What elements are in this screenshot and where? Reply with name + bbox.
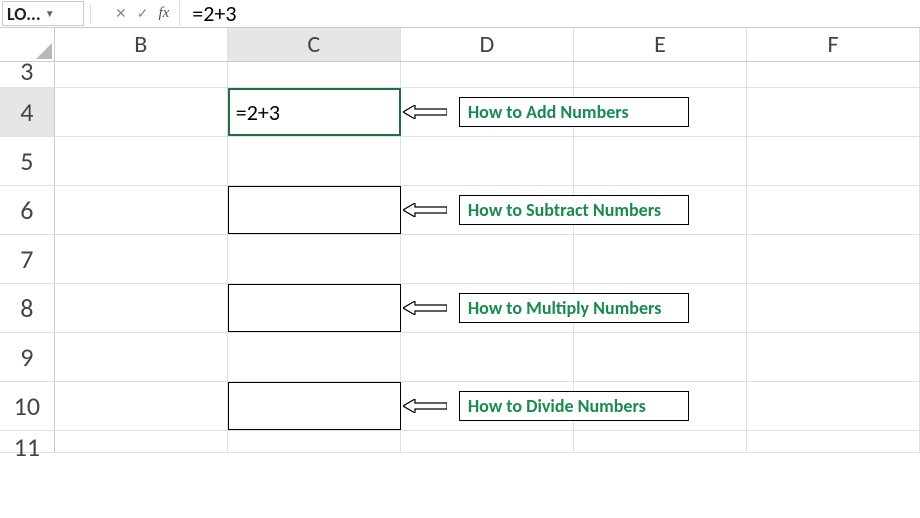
- cell-F8[interactable]: [747, 284, 920, 332]
- cell-D6[interactable]: How to Subtract Numbers: [401, 186, 574, 234]
- cell-E4[interactable]: [574, 88, 747, 136]
- cell-B9[interactable]: [55, 333, 228, 381]
- cell-D9[interactable]: [401, 333, 574, 381]
- row-3: 3: [0, 62, 920, 88]
- row-8: 8 How to Multiply Numbers: [0, 284, 920, 333]
- cell-E3[interactable]: [574, 62, 747, 87]
- row-header-4[interactable]: 4: [0, 88, 55, 136]
- cell-D5[interactable]: [401, 137, 574, 185]
- cell-C8[interactable]: [228, 284, 401, 332]
- cell-C5[interactable]: [228, 137, 401, 185]
- col-header-E[interactable]: E: [574, 28, 747, 61]
- col-header-D[interactable]: D: [401, 28, 574, 61]
- formula-bar[interactable]: =2+3: [179, 1, 920, 26]
- cell-C4-value: =2+3: [236, 99, 280, 126]
- cell-B11[interactable]: [55, 431, 228, 452]
- cell-D8[interactable]: How to Multiply Numbers: [401, 284, 574, 332]
- enter-icon[interactable]: ✓: [137, 5, 149, 22]
- row-header-7[interactable]: 7: [0, 235, 55, 283]
- row-header-5[interactable]: 5: [0, 137, 55, 185]
- arrow-left-icon: [403, 105, 447, 119]
- rows-container: 3 4 =2+3 How to Add Numbers 5: [0, 62, 920, 453]
- cell-D3[interactable]: [401, 62, 574, 87]
- row-4: 4 =2+3 How to Add Numbers: [0, 88, 920, 137]
- cell-E9[interactable]: [574, 333, 747, 381]
- arrow-left-icon: [403, 203, 447, 217]
- row-11: 11: [0, 431, 920, 453]
- cell-B3[interactable]: [55, 62, 228, 87]
- arrow-left-icon: [403, 399, 447, 413]
- cell-D7[interactable]: [401, 235, 574, 283]
- name-box-text: LO...: [7, 3, 41, 25]
- row-10: 10 How to Divide Numbers: [0, 382, 920, 431]
- formula-bar-text: =2+3: [192, 0, 236, 27]
- cell-B5[interactable]: [55, 137, 228, 185]
- col-header-F[interactable]: F: [747, 28, 920, 61]
- row-header-3[interactable]: 3: [0, 62, 55, 87]
- cell-F3[interactable]: [747, 62, 920, 87]
- cell-D11[interactable]: [401, 431, 574, 452]
- row-6: 6 How to Subtract Numbers: [0, 186, 920, 235]
- row-7: 7: [0, 235, 920, 284]
- row-header-11[interactable]: 11: [0, 431, 55, 452]
- cell-D10[interactable]: How to Divide Numbers: [401, 382, 574, 430]
- formula-toolbar: LO... ▼ ✕ ✓ fx =2+3: [0, 0, 920, 28]
- col-header-B[interactable]: B: [55, 28, 228, 61]
- row-5: 5: [0, 137, 920, 186]
- cell-B8[interactable]: [55, 284, 228, 332]
- cell-E11[interactable]: [574, 431, 747, 452]
- cell-F7[interactable]: [747, 235, 920, 283]
- cell-F11[interactable]: [747, 431, 920, 452]
- cell-C4[interactable]: =2+3: [228, 88, 401, 136]
- cell-E7[interactable]: [574, 235, 747, 283]
- cell-E8[interactable]: [574, 284, 747, 332]
- cell-C10[interactable]: [228, 382, 401, 430]
- cell-E5[interactable]: [574, 137, 747, 185]
- cancel-icon[interactable]: ✕: [115, 5, 127, 22]
- cell-F9[interactable]: [747, 333, 920, 381]
- spreadsheet-grid: B C D E F 3 4 =2+3 How to Add Numbers: [0, 28, 920, 453]
- row-9: 9: [0, 333, 920, 382]
- row-header-6[interactable]: 6: [0, 186, 55, 234]
- cell-F4[interactable]: [747, 88, 920, 136]
- name-box-dropdown-icon[interactable]: ▼: [41, 7, 59, 20]
- toolbar-separator: [90, 4, 91, 24]
- cell-C7[interactable]: [228, 235, 401, 283]
- cell-B4[interactable]: [55, 88, 228, 136]
- name-box[interactable]: LO... ▼: [2, 1, 84, 26]
- cell-E10[interactable]: [574, 382, 747, 430]
- select-all-corner[interactable]: [0, 28, 55, 61]
- formula-buttons: ✕ ✓ fx: [115, 5, 169, 22]
- cell-B10[interactable]: [55, 382, 228, 430]
- cell-C6[interactable]: [228, 186, 401, 234]
- cell-B7[interactable]: [55, 235, 228, 283]
- cell-E6[interactable]: [574, 186, 747, 234]
- cell-F6[interactable]: [747, 186, 920, 234]
- row-header-9[interactable]: 9: [0, 333, 55, 381]
- column-headers: B C D E F: [0, 28, 920, 62]
- fx-icon[interactable]: fx: [158, 5, 169, 22]
- cell-D4[interactable]: How to Add Numbers: [401, 88, 574, 136]
- cell-B6[interactable]: [55, 186, 228, 234]
- arrow-left-icon: [403, 301, 447, 315]
- row-header-8[interactable]: 8: [0, 284, 55, 332]
- row-header-10[interactable]: 10: [0, 382, 55, 430]
- cell-C9[interactable]: [228, 333, 401, 381]
- col-header-C[interactable]: C: [228, 28, 401, 61]
- cell-F10[interactable]: [747, 382, 920, 430]
- cell-F5[interactable]: [747, 137, 920, 185]
- cell-C11[interactable]: [228, 431, 401, 452]
- cell-C3[interactable]: [228, 62, 401, 87]
